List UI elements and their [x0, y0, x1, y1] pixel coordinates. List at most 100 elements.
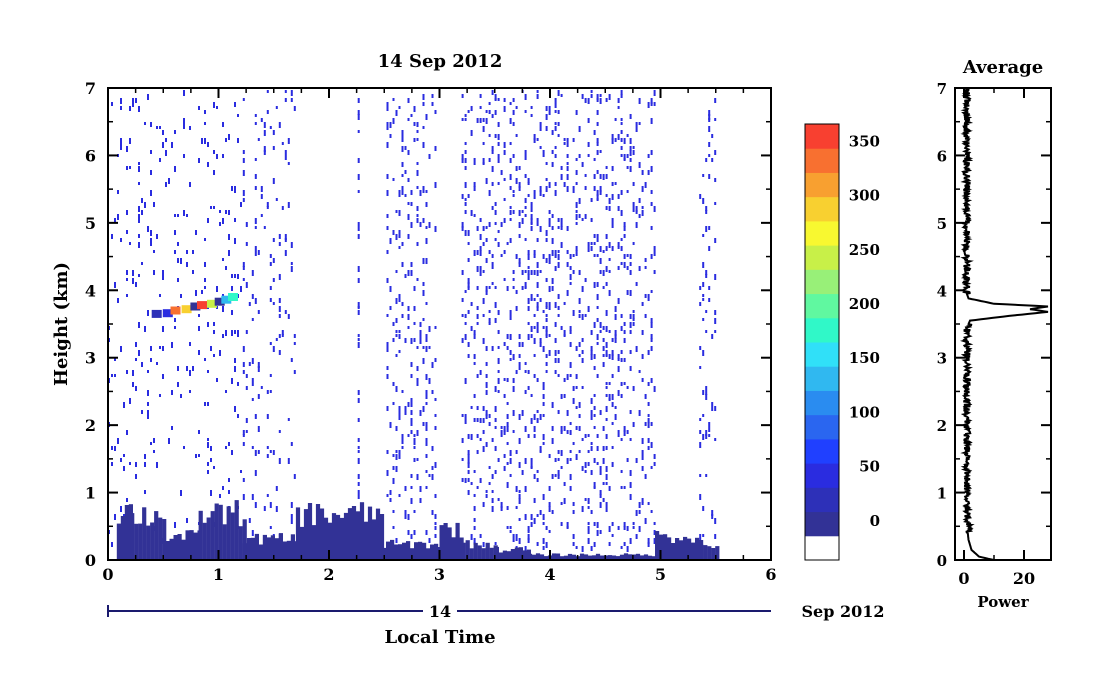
noise-cell	[497, 230, 500, 233]
noise-cell	[620, 358, 623, 362]
noise-cell	[210, 446, 212, 451]
noise-cell	[386, 190, 389, 196]
noise-cell	[284, 250, 287, 256]
noise-cell	[551, 226, 554, 230]
noise-cell	[644, 258, 647, 262]
noise-cell	[407, 214, 410, 220]
noise-cell	[530, 294, 533, 300]
noise-cell	[548, 486, 551, 491]
noise-cell	[272, 258, 275, 263]
noise-cell	[599, 470, 602, 475]
low-layer-cell	[189, 530, 194, 560]
noise-cell	[530, 214, 533, 220]
noise-cell	[251, 446, 254, 449]
noise-cell	[617, 246, 620, 249]
noise-cell	[593, 366, 596, 370]
noise-cell	[425, 258, 428, 264]
noise-cell	[464, 150, 467, 154]
noise-cell	[509, 102, 512, 105]
low-layer-cell	[551, 553, 557, 560]
noise-cell	[569, 486, 572, 491]
average-x-axis-label: Power	[977, 593, 1029, 611]
noise-cell	[242, 478, 245, 482]
noise-cell	[479, 250, 482, 256]
noise-cell	[590, 94, 593, 98]
noise-cell	[539, 190, 542, 196]
noise-cell	[398, 334, 401, 339]
noise-cell	[557, 226, 560, 229]
noise-cell	[126, 370, 128, 374]
noise-cell	[251, 530, 254, 536]
low-layer-cell	[165, 541, 170, 560]
noise-cell	[617, 430, 620, 434]
noise-cell	[159, 158, 161, 162]
noise-cell	[162, 130, 164, 135]
noise-cell	[138, 274, 140, 277]
noise-cell	[494, 98, 497, 101]
noise-cell	[138, 242, 140, 248]
noise-cell	[629, 314, 632, 319]
noise-cell	[434, 526, 437, 530]
noise-cell	[533, 338, 536, 344]
noise-cell	[617, 390, 620, 396]
noise-cell	[533, 250, 536, 255]
noise-cell	[503, 430, 506, 435]
noise-cell	[587, 98, 590, 104]
noise-cell	[150, 358, 152, 362]
noise-cell	[545, 126, 548, 131]
low-layer-cell	[124, 505, 129, 560]
noise-cell	[257, 138, 260, 141]
noise-cell	[644, 182, 647, 188]
noise-cell	[422, 190, 425, 193]
noise-cell	[467, 194, 470, 198]
noise-cell	[479, 266, 482, 270]
noise-cell	[404, 510, 407, 516]
low-layer-cell	[363, 521, 369, 560]
noise-cell	[500, 222, 503, 227]
noise-cell	[272, 238, 275, 242]
noise-cell	[245, 222, 248, 227]
noise-cell	[494, 210, 497, 215]
noise-cell	[551, 510, 554, 514]
noise-cell	[545, 354, 548, 358]
noise-cell	[575, 546, 578, 549]
noise-cell	[578, 426, 581, 431]
noise-cell	[284, 98, 287, 102]
noise-cell	[135, 358, 137, 361]
noise-cell	[581, 94, 584, 99]
noise-cell	[242, 262, 245, 267]
noise-cell	[497, 310, 500, 315]
colorbar-cell	[805, 148, 839, 173]
noise-cell	[638, 526, 641, 532]
noise-cell	[515, 306, 518, 311]
noise-cell	[395, 110, 398, 116]
noise-cell	[416, 382, 419, 386]
noise-cell	[602, 250, 605, 253]
noise-cell	[278, 350, 281, 355]
noise-cell	[650, 346, 653, 351]
noise-cell	[584, 278, 587, 282]
noise-cell	[491, 262, 494, 266]
noise-cell	[467, 310, 470, 314]
noise-cell	[260, 386, 263, 389]
noise-cell	[644, 294, 647, 298]
noise-cell	[542, 414, 545, 417]
noise-cell	[542, 326, 545, 329]
low-layer-cell	[489, 547, 494, 560]
noise-cell	[653, 250, 656, 256]
noise-cell	[566, 262, 569, 267]
noise-cell	[213, 150, 215, 154]
noise-cell	[503, 278, 506, 281]
noise-cell	[623, 322, 626, 326]
noise-cell	[428, 154, 431, 159]
noise-cell	[644, 422, 647, 426]
noise-cell	[575, 374, 578, 379]
low-layer-cell	[347, 508, 353, 560]
noise-cell	[596, 434, 599, 438]
noise-cell	[521, 286, 524, 290]
low-layer-cell	[703, 545, 708, 560]
noise-cell	[174, 326, 176, 329]
noise-cell	[395, 210, 398, 213]
noise-cell	[150, 242, 152, 246]
